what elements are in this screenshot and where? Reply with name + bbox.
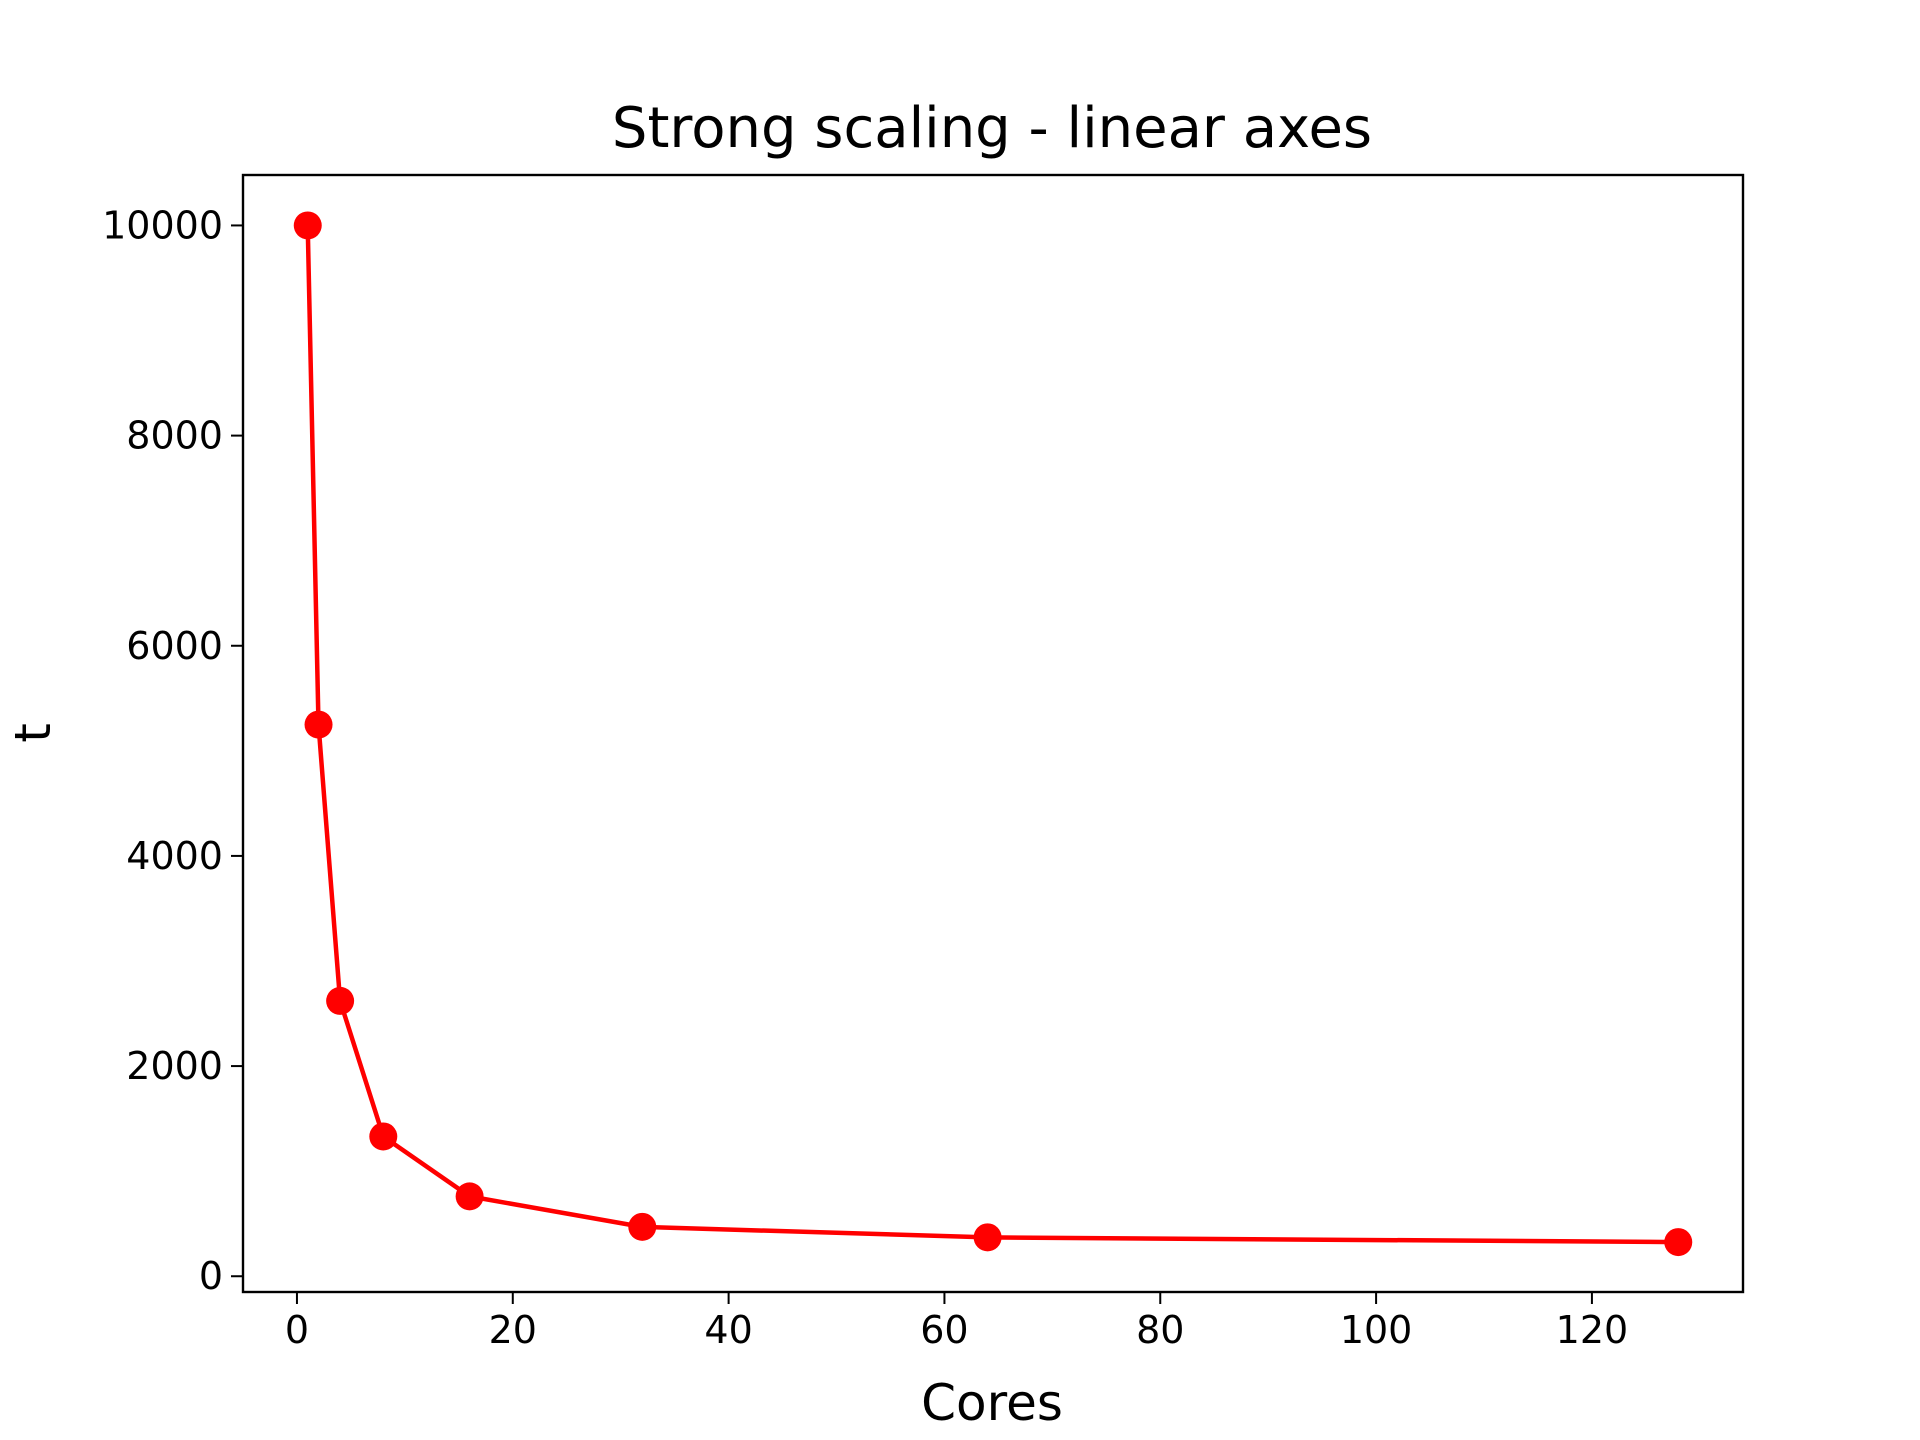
data-point — [369, 1122, 398, 1151]
data-point — [1664, 1228, 1693, 1257]
data-point — [455, 1182, 484, 1211]
y-tick-label: 8000 — [126, 414, 223, 458]
x-tick-label: 100 — [1340, 1308, 1413, 1352]
y-tick-label: 2000 — [126, 1044, 223, 1088]
x-axis-label: Cores — [921, 1374, 1063, 1432]
plot-area-frame — [241, 173, 1745, 1294]
x-tick-label: 120 — [1556, 1308, 1629, 1352]
y-axis-ticks: 0 2000 4000 6000 8000 10000 — [102, 203, 243, 1298]
series-line — [305, 225, 1679, 1245]
data-point — [326, 986, 355, 1015]
y-tick-label: 4000 — [126, 834, 223, 878]
y-tick-label: 10000 — [102, 203, 223, 247]
plot-series — [293, 211, 1693, 1257]
y-tick-label: 0 — [199, 1254, 223, 1298]
data-point — [293, 211, 322, 240]
x-tick-label: 0 — [285, 1308, 309, 1352]
chart-title: Strong scaling - linear axes — [612, 96, 1372, 161]
y-axis-label: t — [4, 723, 62, 743]
x-tick-label: 80 — [1136, 1308, 1184, 1352]
y-tick-label: 6000 — [126, 624, 223, 668]
x-tick-label: 20 — [489, 1308, 537, 1352]
x-axis-ticks: 0 20 40 60 80 100 120 — [285, 1292, 1628, 1352]
x-tick-label: 40 — [704, 1308, 752, 1352]
data-point — [973, 1223, 1002, 1252]
x-tick-label: 60 — [920, 1308, 968, 1352]
data-point — [304, 710, 333, 739]
data-point — [628, 1212, 657, 1241]
